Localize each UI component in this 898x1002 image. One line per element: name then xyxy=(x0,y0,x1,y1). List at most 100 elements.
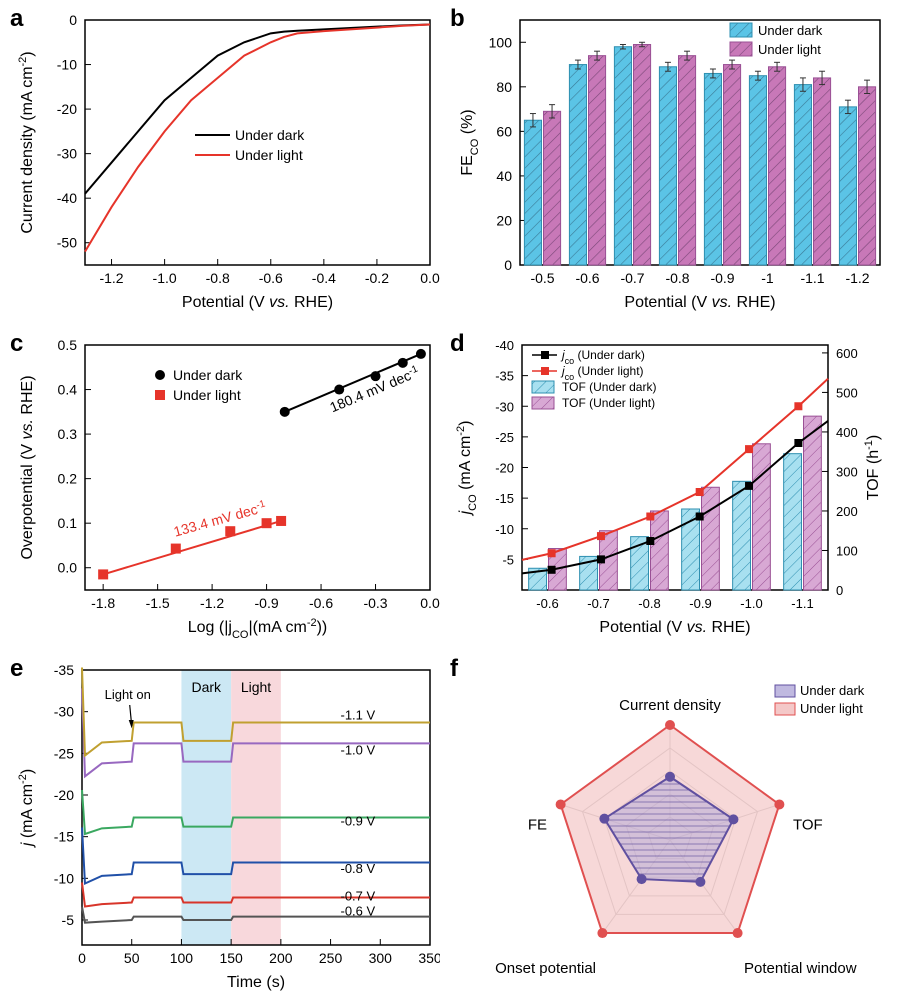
svg-text:Potential window: Potential window xyxy=(744,960,857,977)
svg-text:-1.0: -1.0 xyxy=(153,270,177,286)
svg-text:0.4: 0.4 xyxy=(58,382,78,398)
svg-text:0.1: 0.1 xyxy=(58,515,78,531)
svg-text:250: 250 xyxy=(319,950,343,966)
svg-text:-5: -5 xyxy=(62,912,75,928)
svg-text:-1.5: -1.5 xyxy=(146,595,170,611)
svg-text:0: 0 xyxy=(504,257,512,273)
svg-text:-0.6: -0.6 xyxy=(259,270,283,286)
svg-text:Under dark: Under dark xyxy=(758,23,823,38)
svg-text:Light: Light xyxy=(241,679,271,695)
svg-text:600: 600 xyxy=(836,346,858,361)
panel-f: f Current densityTOFPotential windowOnse… xyxy=(450,655,890,995)
svg-text:0.5: 0.5 xyxy=(58,337,78,353)
svg-text:-1: -1 xyxy=(761,270,774,286)
svg-text:-0.8 V: -0.8 V xyxy=(341,861,376,876)
svg-text:100: 100 xyxy=(836,543,858,558)
svg-text:-10: -10 xyxy=(495,522,514,537)
svg-text:Time (s): Time (s) xyxy=(227,974,285,991)
panel-a: a -1.2-1.0-0.8-0.6-0.4-0.20.0-50-40-30-2… xyxy=(10,5,440,315)
svg-text:-15: -15 xyxy=(495,491,514,506)
svg-text:0.0: 0.0 xyxy=(58,560,78,576)
svg-text:200: 200 xyxy=(269,950,293,966)
svg-text:-1.1: -1.1 xyxy=(791,596,813,611)
svg-text:-1.2: -1.2 xyxy=(845,270,869,286)
svg-text:Under dark: Under dark xyxy=(173,367,243,383)
svg-text:0: 0 xyxy=(836,583,843,598)
svg-text:350: 350 xyxy=(418,950,440,966)
svg-text:Potential (V vs. RHE): Potential (V vs. RHE) xyxy=(599,619,750,636)
chart-c-tafel: -1.8-1.5-1.2-0.9-0.6-0.30.00.00.10.20.30… xyxy=(10,330,440,640)
svg-text:-0.3: -0.3 xyxy=(363,595,387,611)
svg-text:100: 100 xyxy=(170,950,194,966)
svg-text:-30: -30 xyxy=(495,399,514,414)
svg-text:-1.1: -1.1 xyxy=(800,270,824,286)
svg-text:FECO (%): FECO (%) xyxy=(459,109,481,175)
svg-text:133.4 mV dec-1: 133.4 mV dec-1 xyxy=(172,498,269,540)
svg-text:TOF: TOF xyxy=(793,816,823,833)
svg-text:Log (|jCO|(mA cm-2)): Log (|jCO|(mA cm-2)) xyxy=(188,617,328,640)
svg-text:Potential (V vs. RHE): Potential (V vs. RHE) xyxy=(624,294,775,311)
panel-label-f: f xyxy=(450,655,458,683)
panel-d: d -5-10-15-20-25-30-35-40010020030040050… xyxy=(450,330,890,640)
panel-label-a: a xyxy=(10,5,23,33)
svg-text:500: 500 xyxy=(836,385,858,400)
svg-text:-50: -50 xyxy=(57,235,77,251)
chart-f-radar: Current densityTOFPotential windowOnset … xyxy=(450,655,890,995)
svg-text:jCO (mA cm-2): jCO (mA cm-2) xyxy=(455,421,479,517)
svg-text:Potential (V vs. RHE): Potential (V vs. RHE) xyxy=(182,294,333,311)
svg-text:FE: FE xyxy=(528,816,547,833)
panel-e: e 050100150200250300350-5-10-15-20-25-30… xyxy=(10,655,440,995)
svg-text:0: 0 xyxy=(69,12,77,28)
svg-text:300: 300 xyxy=(369,950,393,966)
svg-text:100: 100 xyxy=(489,34,513,50)
panel-label-c: c xyxy=(10,330,23,358)
svg-text:400: 400 xyxy=(836,425,858,440)
chart-e-chrono: 050100150200250300350-5-10-15-20-25-30-3… xyxy=(10,655,440,995)
svg-text:-0.8: -0.8 xyxy=(206,270,230,286)
svg-text:-1.2: -1.2 xyxy=(200,595,224,611)
svg-text:-1.1 V: -1.1 V xyxy=(341,708,376,723)
svg-text:-25: -25 xyxy=(495,430,514,445)
svg-text:-0.2: -0.2 xyxy=(365,270,389,286)
svg-text:-0.7: -0.7 xyxy=(587,596,609,611)
chart-a-lsv: -1.2-1.0-0.8-0.6-0.4-0.20.0-50-40-30-20-… xyxy=(10,5,440,315)
svg-text:80: 80 xyxy=(496,79,512,95)
chart-b-fe-bars: 020406080100-0.5-0.6-0.7-0.8-0.9-1-1.1-1… xyxy=(450,5,890,315)
svg-text:TOF (Under light): TOF (Under light) xyxy=(562,396,655,410)
svg-text:-1.8: -1.8 xyxy=(91,595,115,611)
svg-text:Current density (mA cm-2): Current density (mA cm-2) xyxy=(17,51,36,233)
svg-text:-0.5: -0.5 xyxy=(530,270,554,286)
svg-text:-10: -10 xyxy=(54,870,74,886)
svg-text:TOF (h-1): TOF (h-1) xyxy=(863,435,882,500)
svg-text:-1.2: -1.2 xyxy=(99,270,123,286)
svg-text:-10: -10 xyxy=(57,57,77,73)
svg-text:-0.9: -0.9 xyxy=(710,270,734,286)
panel-label-e: e xyxy=(10,655,23,683)
svg-text:-0.6: -0.6 xyxy=(309,595,333,611)
svg-text:0.3: 0.3 xyxy=(58,426,78,442)
svg-text:Under light: Under light xyxy=(800,701,863,716)
svg-text:-25: -25 xyxy=(54,745,74,761)
svg-text:-40: -40 xyxy=(495,338,514,353)
svg-text:Under dark: Under dark xyxy=(235,127,305,143)
chart-d-jco-tof: -5-10-15-20-25-30-35-4001002003004005006… xyxy=(450,330,890,640)
svg-text:200: 200 xyxy=(836,504,858,519)
svg-text:Light on: Light on xyxy=(105,687,151,702)
svg-text:-20: -20 xyxy=(495,461,514,476)
svg-text:-0.6: -0.6 xyxy=(575,270,599,286)
svg-text:Under light: Under light xyxy=(173,387,241,403)
svg-text:Dark: Dark xyxy=(192,679,223,695)
svg-text:-0.7: -0.7 xyxy=(620,270,644,286)
svg-text:0: 0 xyxy=(78,950,86,966)
svg-text:-0.9: -0.9 xyxy=(689,596,711,611)
svg-text:-0.8: -0.8 xyxy=(638,596,660,611)
svg-text:50: 50 xyxy=(124,950,140,966)
panel-label-d: d xyxy=(450,330,465,358)
svg-text:-40: -40 xyxy=(57,190,77,206)
svg-text:-15: -15 xyxy=(54,829,74,845)
svg-text:0.2: 0.2 xyxy=(58,471,78,487)
svg-text:-1.0 V: -1.0 V xyxy=(341,743,376,758)
svg-text:40: 40 xyxy=(496,168,512,184)
svg-text:-0.7 V: -0.7 V xyxy=(341,888,376,903)
svg-text:Under light: Under light xyxy=(758,42,821,57)
